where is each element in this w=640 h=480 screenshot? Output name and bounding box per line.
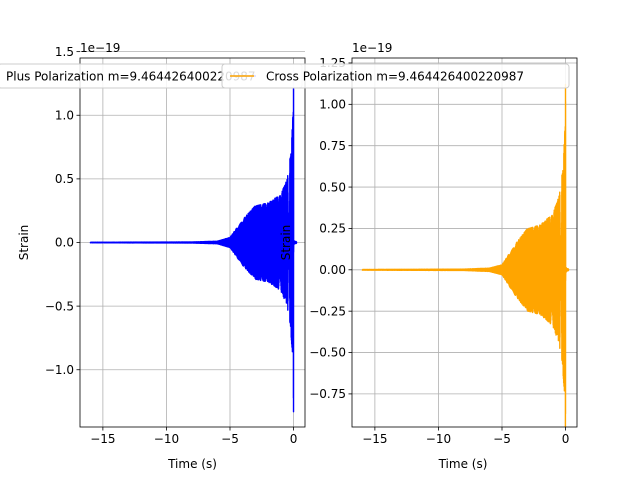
waveform-line: [89, 70, 297, 413]
waveform-end-marker: [293, 240, 298, 245]
y-tick-label: 0.25: [319, 222, 346, 236]
y-tick-label: 0.50: [319, 180, 346, 194]
x-tick-label: −10: [426, 432, 451, 446]
x-tick-label: −5: [493, 432, 511, 446]
x-tick-label: −15: [362, 432, 387, 446]
x-axis-label: Time (s): [167, 457, 217, 471]
y-tick-label: 0.75: [319, 139, 346, 153]
y-offset-label: 1e−19: [352, 41, 392, 55]
x-tick-label: −5: [221, 432, 239, 446]
y-tick-label: 1.0: [55, 108, 74, 122]
waveform-end-marker: [565, 268, 570, 272]
waveform-area: [361, 83, 570, 427]
y-tick-label: 0.00: [319, 263, 346, 277]
waveform-line: [361, 83, 569, 427]
legend-entry: Cross Polarization m=9.464426400220987: [266, 70, 524, 84]
x-tick-label: −15: [90, 432, 115, 446]
y-tick-label: −1.0: [45, 363, 74, 377]
x-axis-ticks: −15 −10 −5 0: [362, 427, 569, 446]
legend: Cross Polarization m=9.464426400220987: [221, 63, 570, 89]
y-axis-label: Strain: [279, 225, 293, 261]
y-tick-label: 0.0: [55, 236, 74, 250]
x-axis-ticks: −15 −10 −5 0: [90, 427, 297, 446]
waveform-area: [89, 70, 298, 413]
y-tick-label: 1.00: [319, 98, 346, 112]
y-tick-label: −0.5: [45, 299, 74, 313]
x-tick-label: 0: [290, 432, 298, 446]
y-offset-label: 1e−19: [80, 41, 120, 55]
x-tick-label: −10: [154, 432, 179, 446]
plus-polarization-panel: −15 −10 −5 0 −1.0−0.50.00.51.01.5 Time (s) …: [0, 41, 306, 471]
y-axis-label: Strain: [17, 225, 31, 261]
y-tick-label: 0.5: [55, 172, 74, 186]
x-axis-label: Time (s): [438, 457, 488, 471]
legend-entry: Plus Polarization m=9.464426400220987: [6, 70, 256, 84]
legend-box: [221, 63, 570, 89]
y-tick-label: −0.75: [309, 387, 346, 401]
axes-frame: [351, 57, 578, 428]
y-axis-ticks: −1.0 −0.5 0.0 0.5 1.0 1.5: [45, 45, 80, 377]
cross-polarization-panel: −15 −10 −5 0 −0.75 −0.50 −0.25 0.00 0.25 0.50 0.7…: [221, 41, 578, 471]
y-tick-label: 1.5: [55, 45, 74, 59]
x-tick-label: 0: [562, 432, 570, 446]
y-tick-label: −0.25: [309, 304, 346, 318]
y-tick-label: −0.50: [309, 346, 346, 360]
